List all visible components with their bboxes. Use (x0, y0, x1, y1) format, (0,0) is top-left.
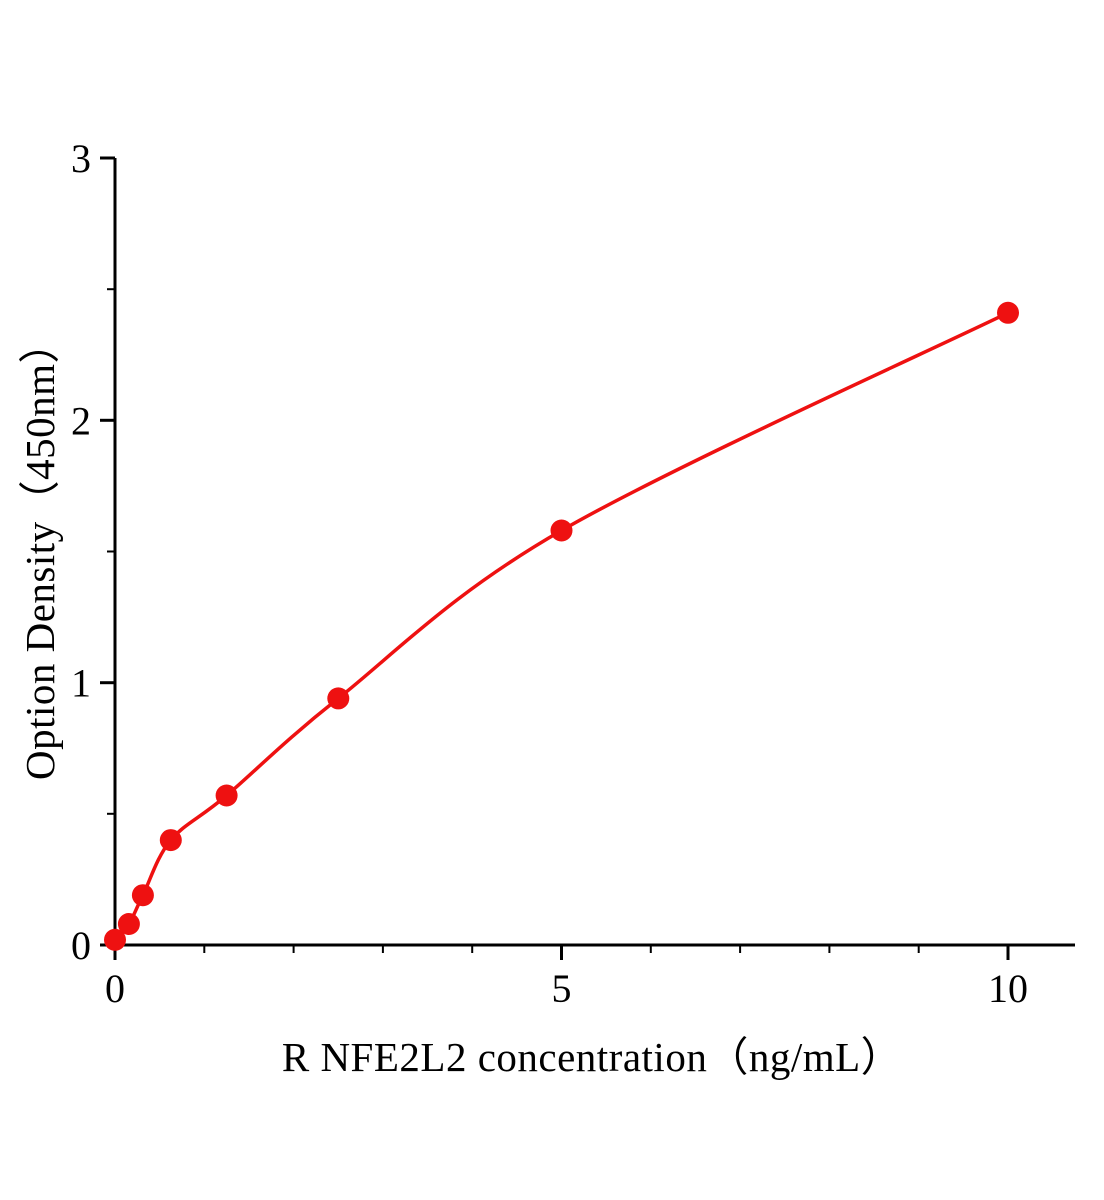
y-tick-label: 3 (71, 136, 91, 181)
data-point (159, 829, 182, 852)
x-tick-label: 5 (552, 966, 572, 1011)
x-axis-title: R NFE2L2 concentration（ng/mL） (281, 1034, 903, 1080)
data-point (327, 687, 350, 710)
data-point (104, 928, 126, 951)
y-tick-label: 1 (71, 661, 91, 706)
x-tick-label: 10 (988, 966, 1028, 1011)
y-axis-title: Option Density（450nm） (17, 321, 63, 781)
fit-curve (113, 311, 1010, 942)
x-tick-label: 0 (105, 966, 125, 1011)
data-point (117, 913, 140, 935)
y-tick-label: 2 (71, 398, 91, 443)
y-tick-label: 0 (71, 923, 91, 968)
data-point (550, 519, 573, 542)
data-point (215, 784, 238, 807)
data-point (131, 884, 154, 907)
data-point (997, 301, 1019, 324)
